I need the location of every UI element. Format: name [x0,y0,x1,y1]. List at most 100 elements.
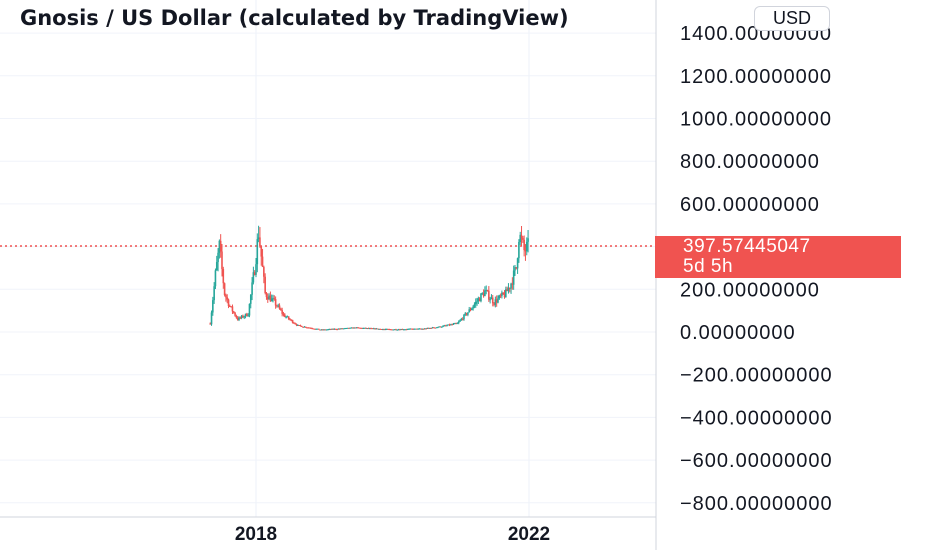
candle-body [486,290,489,292]
candle-body [387,328,389,330]
candle-body [395,329,397,331]
candle-body [299,325,302,327]
candle-body [293,322,295,324]
candle-body [495,299,498,303]
candle-body [242,315,244,318]
candle-body [353,327,355,329]
candle-body [327,329,329,331]
candle-body [355,327,358,329]
candle-body [501,292,503,296]
candle-body [422,328,425,330]
candle-body [472,306,474,309]
candle-body [389,329,392,331]
candle-body [329,329,332,331]
candle-body [365,327,367,329]
candle-body [371,328,374,330]
candle-body [376,328,379,330]
candle-body [229,305,231,307]
candle-body [459,320,461,322]
candle-body [247,315,249,317]
candle-body [481,293,484,295]
candle-body [278,305,281,309]
candle-body [430,327,433,329]
candle-body [253,272,256,275]
candle-body [300,325,303,327]
candle-body [354,327,357,329]
chart-title: Gnosis / US Dollar (calculated by Tradin… [20,6,569,30]
candle-body [491,297,494,304]
candle-body [319,329,321,331]
candle-body [383,329,385,331]
candle-body [230,306,232,308]
candle-body [410,328,413,330]
currency-button[interactable]: USD [754,6,830,31]
candle-body [474,301,477,305]
candle-body [311,328,314,330]
candle-body [375,328,378,330]
candle-body [261,256,264,267]
candle-body [256,239,259,265]
candle-body [484,290,486,297]
candle-body [460,318,463,321]
candle-body [342,328,345,330]
candle-body [287,316,290,319]
candle-body [417,328,419,330]
y-tick-label: −800.00000000 [680,493,833,515]
candle-body [274,299,277,306]
candle-body [263,266,265,277]
candle-body [341,328,344,330]
candle-body [270,298,273,302]
candle-body [268,295,270,300]
candle-body [273,298,276,300]
candle-body [510,283,512,289]
candle-body [442,325,444,327]
candle-body [358,327,361,329]
candle-body [328,329,331,331]
candle-body [518,242,520,259]
candle-body [450,324,452,326]
candle-body [219,240,222,252]
candle-body [506,289,508,292]
candle-body [277,305,280,307]
candle-body [388,329,391,331]
candle-body [363,327,366,329]
candle-body [221,251,223,270]
candle-body [404,329,406,331]
candle-body [391,329,393,331]
candle-body [468,309,471,313]
candle-body [409,328,412,330]
candle-body [525,241,528,252]
candle-body [456,323,459,325]
y-tick-label: −200.00000000 [680,365,833,387]
candle-body [396,329,399,331]
candle-body [374,328,376,330]
candle-body [334,328,337,330]
candle-body [283,314,286,317]
candle-body [427,327,430,329]
candle-body [493,303,495,305]
candle-body [405,329,408,331]
candle-body [306,327,308,329]
y-tick-label: −400.00000000 [680,407,833,429]
candle-body [315,328,317,330]
candle-body [276,305,278,307]
candle-body [406,328,409,330]
candle-body [393,329,396,331]
candle-body [482,293,485,297]
candle-body [265,293,268,298]
candle-body [523,239,525,251]
candle-body [488,290,490,300]
candle-body [307,327,310,329]
candle-body [297,325,299,327]
candle-body [467,312,469,315]
candle-body [218,240,221,253]
candle-body [435,327,438,329]
candle-body [235,315,238,318]
candle-body [251,282,253,295]
candle-body [399,329,401,331]
candle-body [392,329,395,331]
candle-body [213,286,215,301]
candle-body [420,328,422,330]
candle-body [520,234,523,239]
